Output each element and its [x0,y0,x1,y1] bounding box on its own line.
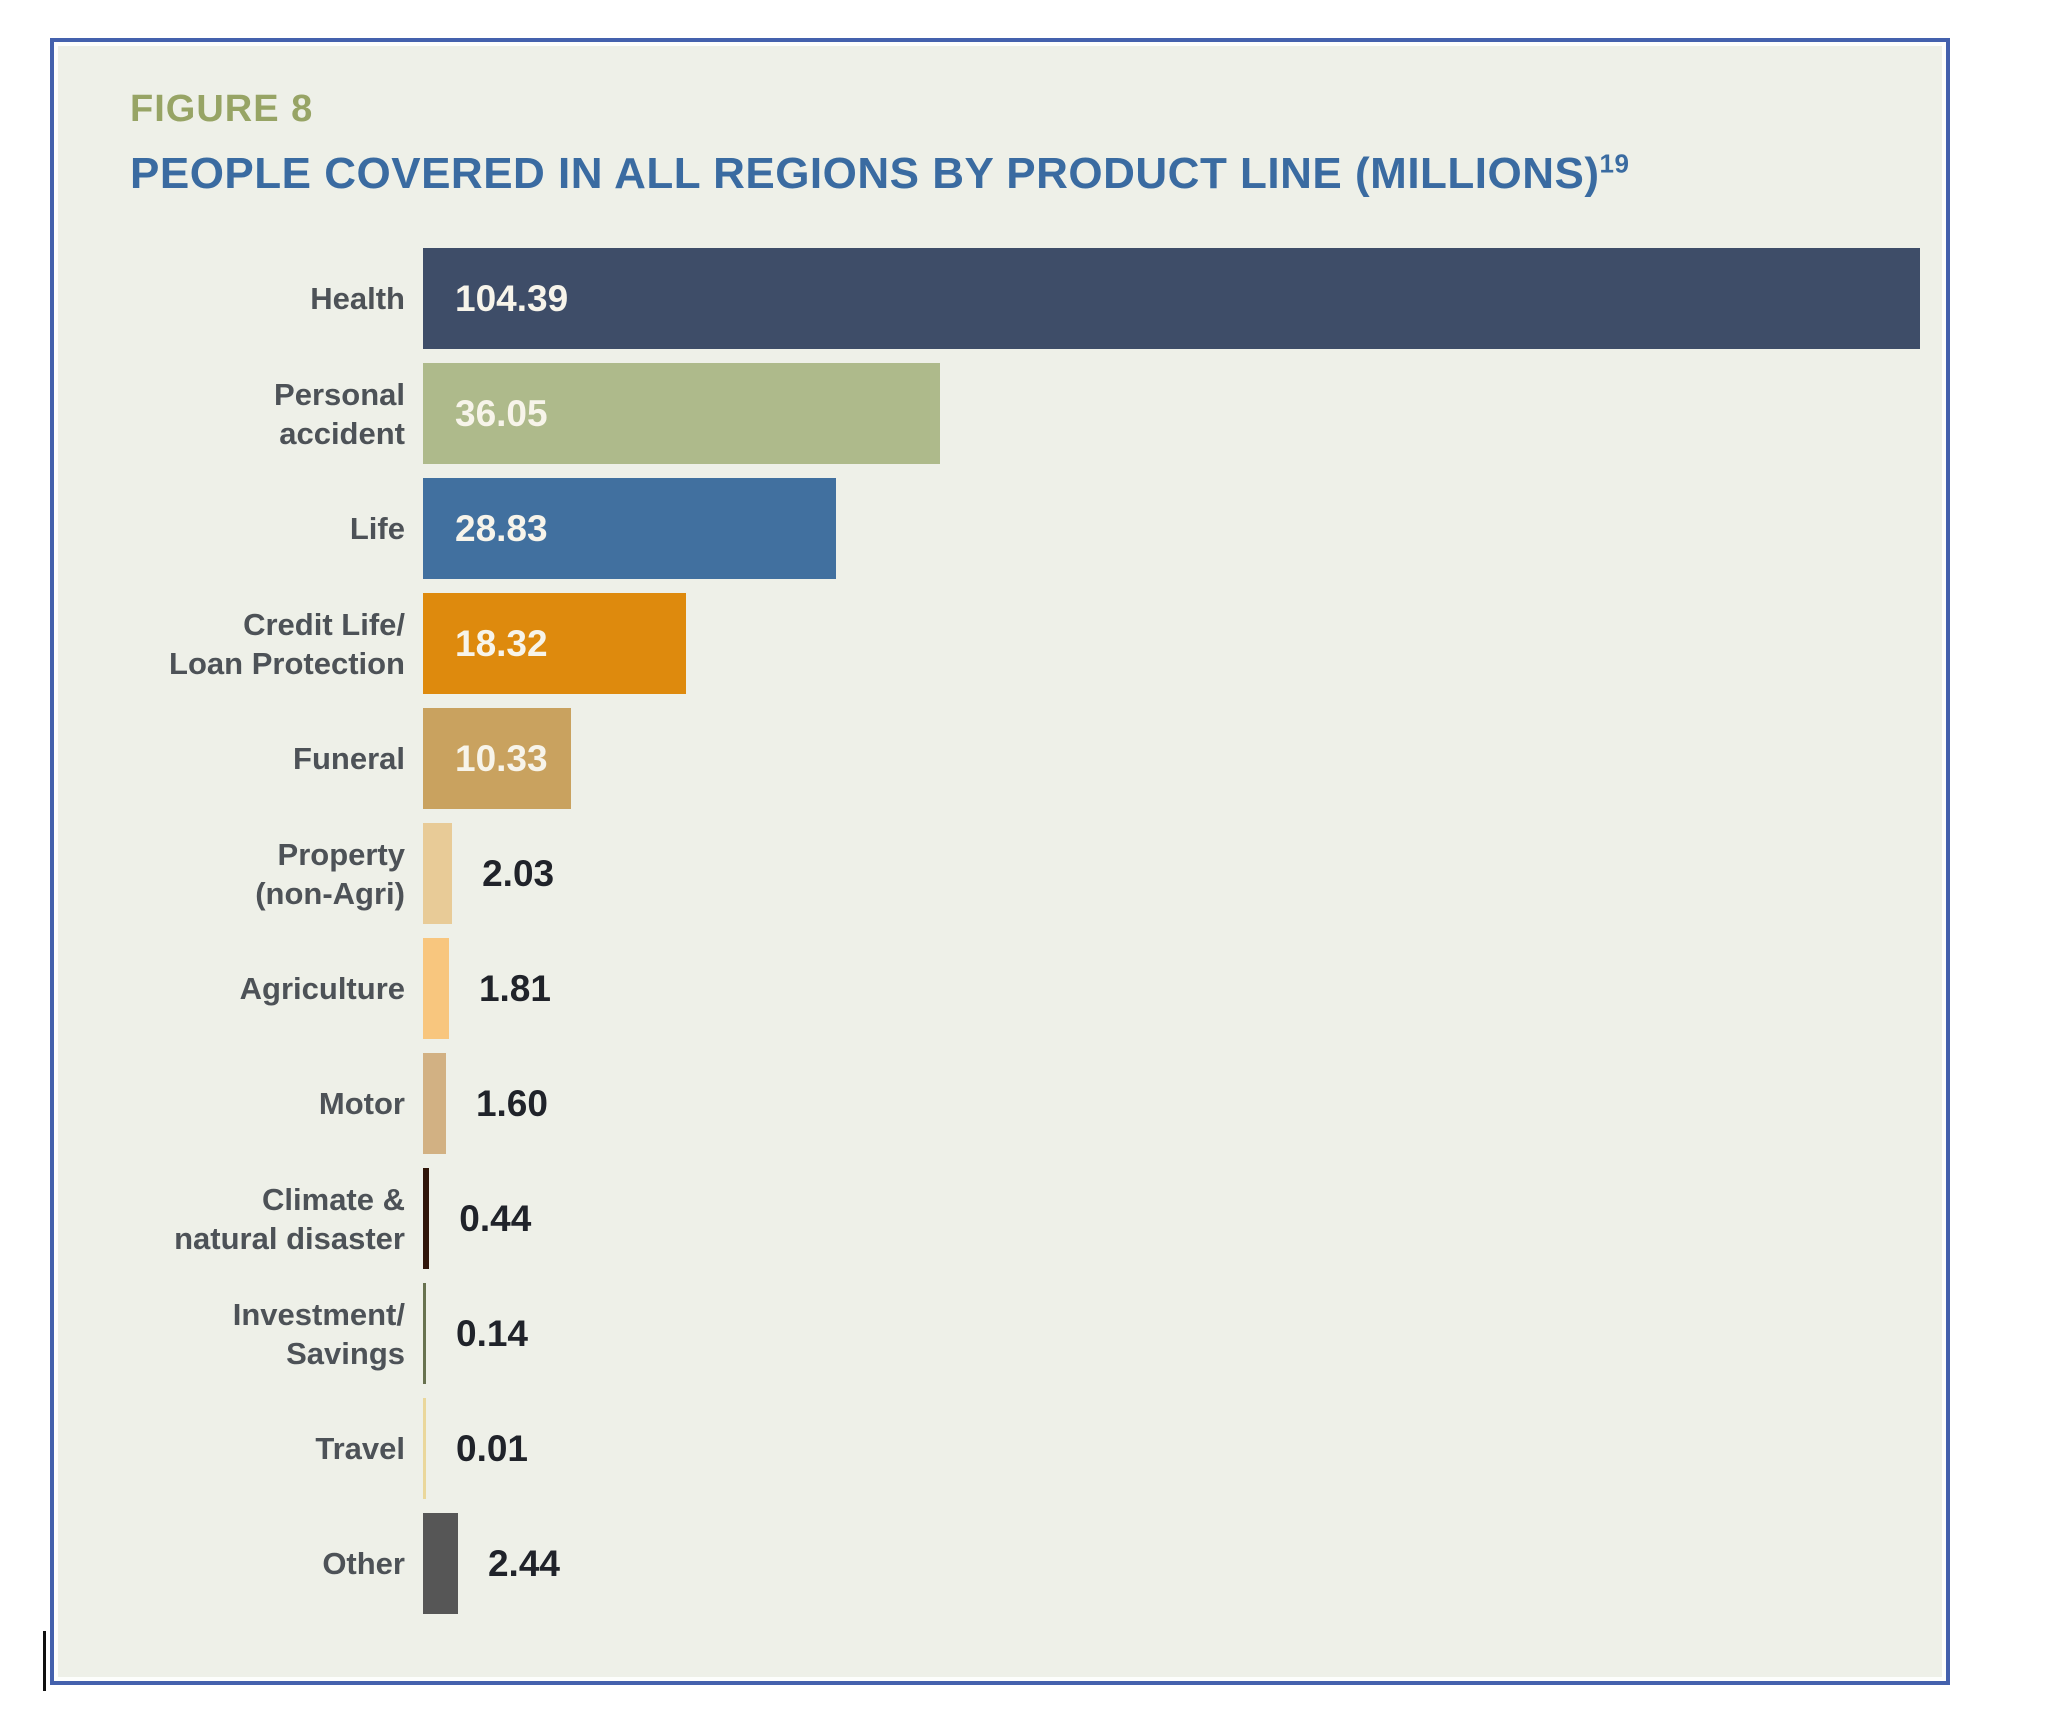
value-label-life: 28.83 [455,507,548,549]
bar-motor [423,1053,446,1154]
chart-row-other: Other 2.44 [54,1506,1920,1621]
figure-title: PEOPLE COVERED IN ALL REGIONS BY PRODUCT… [130,149,1906,199]
category-label-line: Other [322,1546,405,1581]
chart-row-funeral: Funeral 10.33 [54,701,1920,816]
chart-row-climate-natural-disaster: Climate & natural disaster 0.44 [54,1161,1920,1276]
bar-personal-accident: 36.05 [423,363,940,464]
bar-credit-life-loan-protection: 18.32 [423,593,686,694]
bar-area-other: 2.44 [423,1513,1920,1614]
category-label-credit-life-loan-protection: Credit Life/Loan Protection [54,605,405,683]
value-label-agriculture: 1.81 [478,967,551,1009]
text-cursor-artifact [43,1631,46,1691]
value-label-other: 2.44 [487,1542,560,1584]
bar-climate-natural-disaster [423,1168,430,1269]
category-label-line: accident [279,415,405,451]
bar-area-travel: 0.01 [423,1398,1920,1499]
value-label-credit-life-loan-protection: 18.32 [455,622,548,664]
figure-panel: FIGURE 8 PEOPLE COVERED IN ALL REGIONS B… [50,38,1950,1685]
value-label-property-non-agri: 2.03 [482,852,555,894]
value-label-investment-savings: 0.14 [456,1312,529,1354]
value-label-climate-natural-disaster: 0.44 [459,1197,532,1239]
category-label-line: Savings [286,1335,405,1371]
chart-row-life: Life 28.83 [54,471,1920,586]
category-label-line: Climate & [262,1181,405,1217]
bar-area-climate-natural-disaster: 0.44 [423,1168,1920,1269]
bar-agriculture [423,938,449,1039]
bar-area-life: 28.83 [423,478,1920,579]
figure-footnote-ref: 19 [1599,148,1630,179]
category-label-property-non-agri: Property (non-Agri) [54,835,405,913]
category-label-line: Credit Life/ [243,606,405,642]
chart-row-investment-savings: Investment/Savings 0.14 [54,1276,1920,1391]
bar-area-funeral: 10.33 [423,708,1920,809]
category-label-personal-accident: Personal accident [54,375,405,453]
value-label-health: 104.39 [455,277,569,319]
bar-other [423,1513,458,1614]
bar-area-investment-savings: 0.14 [423,1283,1920,1384]
bar-area-property-non-agri: 2.03 [423,823,1920,924]
category-label-line: Health [310,281,405,316]
category-label-funeral: Funeral [54,739,405,778]
category-label-climate-natural-disaster: Climate & natural disaster [54,1180,405,1258]
category-label-line: natural disaster [174,1220,405,1256]
figure-header: FIGURE 8 PEOPLE COVERED IN ALL REGIONS B… [54,42,1946,199]
category-label-line: Loan Protection [169,645,405,681]
bar-property-non-agri [423,823,453,924]
value-label-travel: 0.01 [456,1427,529,1469]
bar-life: 28.83 [423,478,837,579]
chart-row-health: Health 104.39 [54,241,1920,356]
category-label-line: Investment/ [232,1296,405,1332]
category-label-other: Other [54,1544,405,1583]
chart-row-credit-life-loan-protection: Credit Life/Loan Protection 18.32 [54,586,1920,701]
bar-area-personal-accident: 36.05 [423,363,1920,464]
bar-area-motor: 1.60 [423,1053,1920,1154]
category-label-line: Agriculture [239,971,405,1006]
category-label-travel: Travel [54,1429,405,1468]
bar-area-credit-life-loan-protection: 18.32 [423,593,1920,694]
value-label-funeral: 10.33 [455,737,548,779]
bar-funeral: 10.33 [423,708,572,809]
category-label-investment-savings: Investment/Savings [54,1295,405,1373]
category-label-life: Life [54,509,405,548]
category-label-agriculture: Agriculture [54,969,405,1008]
category-label-line: Personal [274,376,405,412]
bar-health: 104.39 [423,248,1920,349]
category-label-motor: Motor [54,1084,405,1123]
value-label-motor: 1.60 [475,1082,548,1124]
bar-area-health: 104.39 [423,248,1920,349]
bar-travel [423,1398,426,1499]
bar-investment-savings [423,1283,426,1384]
chart-row-property-non-agri: Property (non-Agri) 2.03 [54,816,1920,931]
figure-label: FIGURE 8 [130,88,314,130]
chart-row-agriculture: Agriculture 1.81 [54,931,1920,1046]
chart-row-travel: Travel 0.01 [54,1391,1920,1506]
bar-area-agriculture: 1.81 [423,938,1920,1039]
chart-row-motor: Motor 1.60 [54,1046,1920,1161]
figure-title-text: PEOPLE COVERED IN ALL REGIONS BY PRODUCT… [130,149,1600,198]
chart-row-personal-accident: Personal accident 36.05 [54,356,1920,471]
category-label-health: Health [54,279,405,318]
category-label-line: Life [349,511,405,546]
category-label-line: Motor [318,1086,405,1121]
bar-chart: Health 104.39 Personal accident 36.05 Life 28.… [54,241,1946,1621]
value-label-personal-accident: 36.05 [455,392,548,434]
category-label-line: Funeral [293,741,405,776]
category-label-line: Travel [315,1431,405,1466]
category-label-line: (non-Agri) [255,875,405,911]
category-label-line: Property [277,836,405,872]
